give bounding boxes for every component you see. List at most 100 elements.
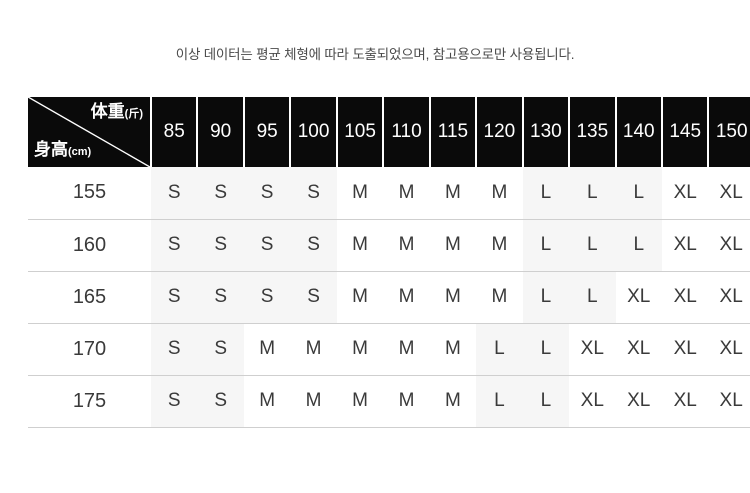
size-cell: M	[243, 323, 291, 376]
column-header-90: 90	[196, 97, 244, 167]
size-cell: XL	[615, 271, 662, 324]
size-cell: M	[429, 219, 477, 272]
size-cell: S	[151, 375, 198, 428]
size-cell: XL	[661, 323, 709, 376]
size-cell: L	[615, 167, 662, 220]
size-cell: L	[522, 323, 570, 376]
size-cell: L	[522, 271, 570, 324]
size-cell: XL	[708, 167, 750, 220]
size-cell: M	[290, 323, 337, 376]
size-cell: XL	[708, 323, 750, 376]
column-header-100: 100	[289, 97, 337, 167]
size-table: 体重(斤) 身高(cm) 85 90 95 100 105 110 115 120 130 135…	[28, 97, 750, 428]
size-cell: S	[151, 323, 198, 376]
row-header-160: 160	[28, 219, 151, 272]
size-cell: S	[151, 271, 198, 324]
size-cell: XL	[569, 375, 616, 428]
size-cell: L	[569, 219, 616, 272]
size-cell: S	[151, 167, 198, 220]
size-cell: S	[197, 375, 244, 428]
size-cell: XL	[661, 271, 709, 324]
size-table-body: 155 S S S S M M M M L L L XL XL 160 S S S S M M M M L L L XL XL 165 S…	[28, 167, 750, 428]
table-row: 160 S S S S M M M M L L L XL XL	[28, 219, 750, 272]
corner-weight-label: 体重(斤)	[91, 102, 143, 124]
size-cell: XL	[661, 219, 709, 272]
table-row: 170 S S M M M M M L L XL XL XL XL	[28, 323, 750, 376]
size-cell: S	[243, 219, 291, 272]
header-row: 体重(斤) 身高(cm) 85 90 95 100 105 110 115 120 130 135…	[28, 97, 750, 167]
chart-caption: 이상 데이터는 평균 체형에 따라 도출되었으며, 참고용으로만 사용됩니다.	[175, 47, 575, 62]
corner-height-label: 身高(cm)	[34, 140, 91, 162]
size-cell: XL	[708, 375, 750, 428]
size-cell: S	[197, 271, 244, 324]
column-header-140: 140	[614, 97, 662, 167]
size-cell: L	[522, 219, 570, 272]
size-cell: S	[197, 323, 244, 376]
size-cell: S	[290, 167, 337, 220]
size-cell: L	[569, 271, 616, 324]
table-row: 165 S S S S M M M M L L XL XL XL	[28, 271, 750, 324]
column-header-115: 115	[428, 97, 477, 167]
column-header-95: 95	[242, 97, 291, 167]
size-cell: XL	[615, 375, 662, 428]
table-row: 175 S S M M M M M L L XL XL XL XL	[28, 375, 750, 428]
corner-height-text: 身高	[34, 140, 68, 160]
column-header-145: 145	[660, 97, 709, 167]
corner-weight-unit: (斤)	[124, 108, 143, 120]
row-header-175: 175	[28, 375, 151, 428]
size-cell: M	[429, 167, 477, 220]
size-cell: L	[522, 167, 570, 220]
size-cell: M	[429, 271, 477, 324]
size-cell: M	[336, 375, 384, 428]
corner-height-unit: (cm)	[68, 146, 92, 158]
size-cell: S	[290, 219, 337, 272]
column-header-120: 120	[475, 97, 523, 167]
size-cell: L	[569, 167, 616, 220]
size-cell: M	[336, 271, 384, 324]
size-cell: M	[383, 323, 430, 376]
size-cell: L	[615, 219, 662, 272]
size-cell: M	[383, 167, 430, 220]
row-header-170: 170	[28, 323, 151, 376]
size-cell: XL	[569, 323, 616, 376]
column-header-110: 110	[382, 97, 430, 167]
size-cell: XL	[708, 219, 750, 272]
size-cell: M	[383, 271, 430, 324]
corner-weight-text: 体重	[90, 102, 125, 122]
column-header-150: 150	[707, 97, 750, 167]
size-cell: XL	[615, 323, 662, 376]
size-table-container: 体重(斤) 身高(cm) 85 90 95 100 105 110 115 120 130 135…	[28, 97, 750, 428]
size-cell: M	[476, 219, 523, 272]
size-cell: L	[476, 323, 523, 376]
row-header-165: 165	[28, 271, 151, 324]
size-cell: XL	[661, 375, 709, 428]
size-table-head: 体重(斤) 身高(cm) 85 90 95 100 105 110 115 120 130 135…	[28, 97, 750, 167]
size-cell: S	[197, 219, 244, 272]
size-cell: M	[383, 375, 430, 428]
size-cell: M	[336, 219, 384, 272]
size-cell: M	[476, 167, 523, 220]
size-cell: XL	[708, 271, 750, 324]
size-cell: M	[383, 219, 430, 272]
size-cell: M	[476, 271, 523, 324]
size-cell: S	[290, 271, 337, 324]
table-row: 155 S S S S M M M M L L L XL XL	[28, 167, 750, 220]
size-cell: XL	[661, 167, 709, 220]
row-header-155: 155	[28, 167, 151, 220]
column-header-105: 105	[335, 97, 384, 167]
size-cell: M	[336, 323, 384, 376]
size-cell: S	[243, 167, 291, 220]
size-cell: M	[336, 167, 384, 220]
size-cell: M	[429, 375, 477, 428]
size-cell: M	[243, 375, 291, 428]
size-cell: L	[476, 375, 523, 428]
size-cell: M	[429, 323, 477, 376]
column-header-130: 130	[521, 97, 570, 167]
size-cell: S	[243, 271, 291, 324]
size-cell: M	[290, 375, 337, 428]
size-cell: S	[151, 219, 198, 272]
column-header-135: 135	[568, 97, 616, 167]
size-cell: L	[522, 375, 570, 428]
column-header-85: 85	[149, 97, 198, 167]
